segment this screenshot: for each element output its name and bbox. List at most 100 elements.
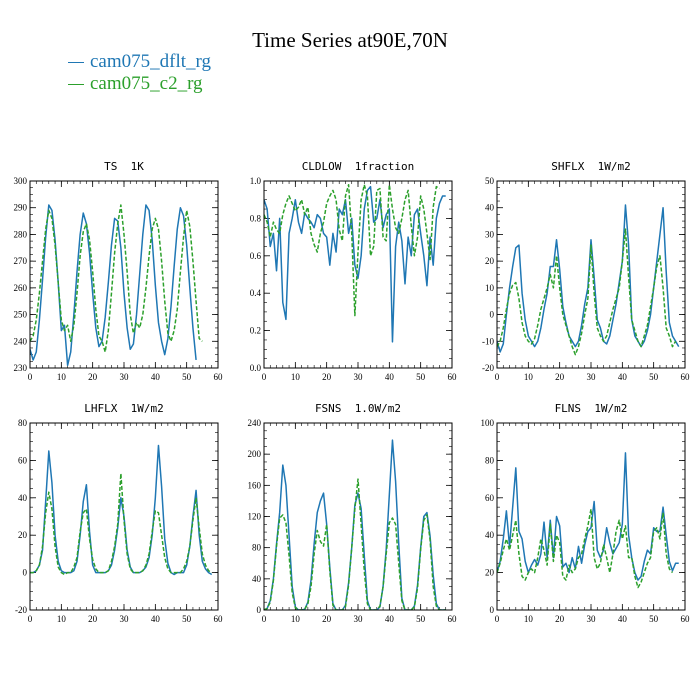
x-tick-label: 20: [555, 614, 565, 624]
panel-title-cldlow: CLDLOW 1fraction: [301, 160, 415, 173]
y-tick-label: 120: [248, 512, 262, 522]
x-tick-label: 20: [322, 614, 332, 624]
x-tick-label: 10: [291, 372, 301, 382]
legend-label: cam075_c2_rg: [90, 73, 203, 94]
panel-title-ts: TS 1K: [104, 160, 144, 173]
x-tick-label: 60: [214, 372, 224, 382]
series-line-0: [264, 185, 446, 343]
y-tick-label: -10: [482, 336, 494, 346]
y-tick-label: 40: [485, 530, 495, 540]
y-tick-label: 160: [248, 480, 262, 490]
y-tick-label: 80: [18, 418, 28, 428]
x-tick-label: 20: [555, 372, 565, 382]
y-tick-label: 200: [248, 449, 262, 459]
x-tick-label: 0: [28, 614, 33, 624]
x-tick-label: 40: [385, 614, 395, 624]
legend-line-icon: [68, 84, 84, 86]
x-tick-label: 60: [448, 614, 458, 624]
y-tick-label: 260: [14, 283, 28, 293]
plot-frame: [29, 180, 219, 369]
plot-frame: [29, 422, 219, 611]
y-tick-label: 0: [23, 568, 28, 578]
y-tick-label: 0.6: [250, 251, 262, 261]
x-tick-label: 10: [524, 372, 534, 382]
y-tick-label: 0.4: [250, 288, 262, 298]
series-line-1: [30, 204, 203, 353]
legend-entry-c2: cam075_c2_rg: [68, 73, 203, 95]
plot-frame: [496, 422, 686, 611]
y-tick-label: 30: [485, 229, 495, 239]
x-tick-label: 30: [354, 372, 364, 382]
x-tick-label: 50: [182, 614, 192, 624]
x-tick-label: 40: [385, 372, 395, 382]
x-tick-label: 0: [262, 372, 267, 382]
y-tick-label: 80: [252, 543, 262, 553]
legend-line-icon: [68, 62, 84, 64]
y-tick-label: 80: [485, 455, 495, 465]
x-tick-label: 10: [291, 614, 301, 624]
y-tick-label: 50: [485, 176, 495, 186]
chart-panel-ts: 0 10 20 30 40 50 60 230 240 250 260 270 280 290 300: [14, 176, 224, 382]
series-line-1: [497, 228, 677, 356]
y-tick-label: 0: [490, 310, 495, 320]
chart-panel-flns: 0 10 20 30 40 50 60 0 20 40 60 80 100: [481, 418, 691, 624]
x-tick-label: 20: [88, 372, 98, 382]
y-tick-label: -20: [482, 363, 494, 373]
y-tick-label: 240: [248, 418, 262, 428]
x-tick-label: 20: [88, 614, 98, 624]
y-tick-label: 0.0: [250, 363, 262, 373]
panel-title-flns: FLNS 1W/m2: [554, 402, 628, 415]
y-tick-label: 280: [14, 229, 28, 239]
y-tick-label: 60: [18, 455, 28, 465]
x-tick-label: 50: [416, 372, 426, 382]
y-tick-label: 300: [14, 176, 28, 186]
x-tick-label: 40: [151, 614, 161, 624]
y-tick-label: 20: [485, 256, 495, 266]
y-tick-label: 100: [481, 418, 495, 428]
y-tick-label: 40: [252, 574, 262, 584]
panel-title-lhflx: LHFLX 1W/m2: [84, 402, 164, 415]
chart-panel-shflx: 0 10 20 30 40 50 60 -20 -10 0 10 20 30 40 50: [482, 176, 690, 382]
legend-entry-dflt: cam075_dflt_rg: [68, 51, 211, 73]
series-line-1: [264, 478, 446, 610]
x-tick-label: 20: [322, 372, 332, 382]
x-tick-label: 60: [681, 372, 691, 382]
y-tick-label: 1.0: [250, 176, 262, 186]
y-tick-label: 60: [485, 493, 495, 503]
x-tick-label: 30: [587, 372, 597, 382]
series-line-0: [30, 204, 197, 367]
y-tick-label: 40: [485, 203, 495, 213]
series-line-0: [497, 452, 679, 581]
series-line-1: [264, 183, 440, 317]
x-tick-label: 0: [495, 614, 500, 624]
x-tick-label: 40: [151, 372, 161, 382]
x-tick-label: 60: [214, 614, 224, 624]
x-tick-label: 10: [57, 614, 67, 624]
x-tick-label: 30: [587, 614, 597, 624]
series-line-1: [497, 508, 674, 589]
y-tick-label: 240: [14, 336, 28, 346]
y-tick-label: 0.8: [250, 213, 262, 223]
y-tick-label: 10: [485, 283, 495, 293]
series-line-1: [30, 472, 213, 576]
panel-title-shflx: SHFLX 1W/m2: [551, 160, 631, 173]
x-tick-label: 60: [681, 614, 691, 624]
series-line-0: [30, 444, 213, 576]
x-tick-label: 50: [649, 372, 659, 382]
x-tick-label: 40: [618, 372, 628, 382]
y-tick-label: 250: [14, 310, 28, 320]
plot-frame: [263, 422, 453, 611]
x-tick-label: 30: [120, 372, 130, 382]
x-tick-label: 10: [57, 372, 67, 382]
x-tick-label: 30: [120, 614, 130, 624]
y-tick-label: -20: [15, 605, 27, 615]
y-tick-label: 270: [14, 256, 28, 266]
x-tick-label: 50: [649, 614, 659, 624]
plot-frame: [263, 180, 453, 369]
x-tick-label: 60: [448, 372, 458, 382]
x-tick-label: 0: [262, 614, 267, 624]
x-tick-label: 0: [495, 372, 500, 382]
y-tick-label: 20: [485, 568, 495, 578]
